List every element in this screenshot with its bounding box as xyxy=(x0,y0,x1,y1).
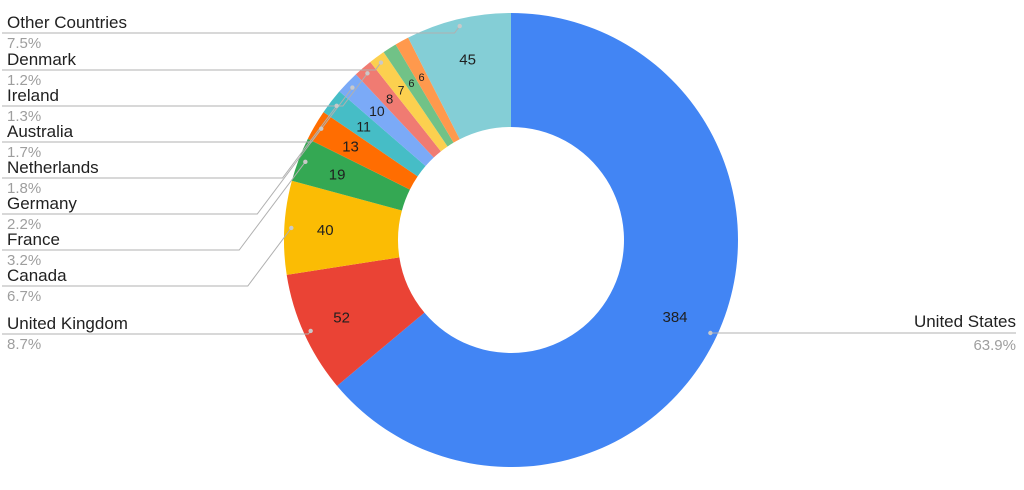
leader-line xyxy=(2,62,382,71)
leader-dot xyxy=(334,103,339,109)
callout-label-name: United Kingdom xyxy=(7,314,128,333)
leader-dot xyxy=(308,328,313,334)
slice-value-label: 45 xyxy=(459,52,476,69)
leader-dot xyxy=(319,126,324,131)
callout-label-name: France xyxy=(7,230,60,249)
callout-label-name: Denmark xyxy=(7,50,76,69)
leader-dot xyxy=(303,159,308,165)
leader-dot xyxy=(350,85,355,90)
pie-slice-other-countries[interactable] xyxy=(408,13,511,140)
pie-slice-germany[interactable] xyxy=(307,112,418,190)
callout-label-name: Canada xyxy=(7,266,67,285)
callout-label-name: Germany xyxy=(7,194,77,213)
pie-slice-ireland[interactable] xyxy=(355,61,441,158)
pie-slice-canada[interactable] xyxy=(283,180,402,275)
pie-slice-unlabeled-10[interactable] xyxy=(395,37,460,143)
slice-value-label: 19 xyxy=(329,166,346,183)
leader-line xyxy=(2,227,292,287)
leader-dot xyxy=(378,60,384,65)
leader-dot xyxy=(457,23,462,29)
callout-label-name: Australia xyxy=(7,122,74,141)
leader-line xyxy=(2,72,368,107)
callout-label-pct: 3.2% xyxy=(7,252,41,269)
callout-label-pct: 6.7% xyxy=(7,288,41,305)
slice-value-label: 13 xyxy=(342,138,359,155)
callout-label-pct: 2.2% xyxy=(7,216,41,233)
leader-line xyxy=(2,25,461,34)
callout-label-name: Other Countries xyxy=(7,13,127,32)
pie-slice-france[interactable] xyxy=(291,138,410,211)
pie-slice-australia[interactable] xyxy=(339,74,434,167)
callout-label-pct: 8.7% xyxy=(7,336,41,353)
pie-slice-united-states[interactable] xyxy=(337,13,738,468)
leader-dot xyxy=(365,71,370,76)
callout-label-name: Ireland xyxy=(7,86,59,105)
callout-label-pct: 1.7% xyxy=(7,144,41,161)
slice-value-label: 52 xyxy=(333,309,350,326)
slice-value-label: 7 xyxy=(398,83,405,97)
slice-value-label: 6 xyxy=(418,72,424,84)
pie-slice-unlabeled-9[interactable] xyxy=(383,44,454,147)
callout-label-pct: 1.3% xyxy=(7,108,41,125)
callout-label-pct: 1.2% xyxy=(7,72,41,89)
slice-value-label: 8 xyxy=(386,92,393,107)
slice-value-label: 6 xyxy=(408,78,414,90)
slice-value-label: 40 xyxy=(317,222,334,239)
pie-slice-united-kingdom[interactable] xyxy=(286,257,425,386)
callout-label-pct: 7.5% xyxy=(7,35,41,52)
slice-value-label: 10 xyxy=(369,103,385,119)
leader-line xyxy=(2,161,306,251)
pie-slice-netherlands[interactable] xyxy=(323,91,426,177)
leader-line xyxy=(2,105,338,179)
callout-label-pct: 63.9% xyxy=(973,337,1016,354)
slice-value-label: 11 xyxy=(356,119,371,135)
callout-label-name: United States xyxy=(914,312,1016,331)
leader-line xyxy=(2,128,322,215)
slice-value-label: 384 xyxy=(663,309,688,326)
leader-dot xyxy=(708,330,713,336)
leader-dot xyxy=(289,225,294,231)
callout-label-name: Netherlands xyxy=(7,158,99,177)
callout-label-pct: 1.8% xyxy=(7,180,41,197)
pie-slice-denmark[interactable] xyxy=(370,52,448,152)
